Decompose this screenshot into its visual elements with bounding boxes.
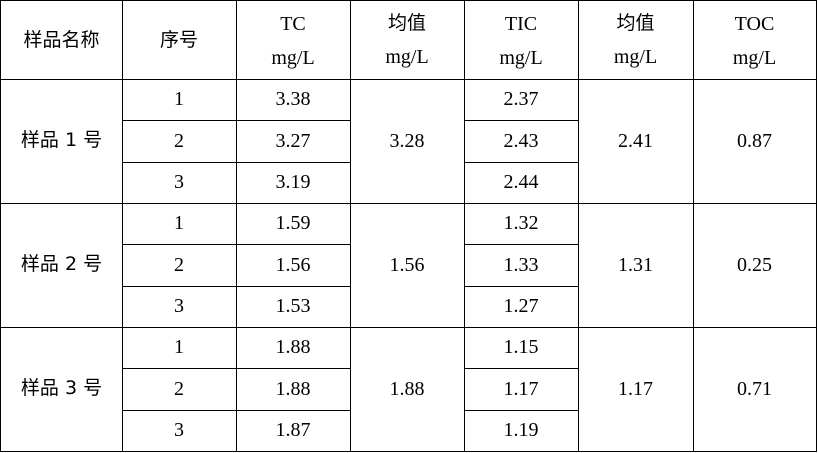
tc-cell: 3.27 (275, 129, 311, 152)
header-seq-label: 序号 (159, 29, 198, 52)
toc-cell: 0.87 (737, 129, 772, 152)
seq-cell: 3 (174, 295, 184, 317)
tic-cell: 1.33 (503, 253, 539, 276)
header-tic: TIC mg/L (464, 1, 578, 79)
tc-cell: 3.38 (275, 88, 311, 110)
tic-cell: 1.15 (503, 336, 539, 358)
tc-cell: 1.59 (275, 212, 311, 234)
tc-average-cell: 3.28 (389, 129, 425, 152)
seq-cell: 1 (174, 88, 184, 110)
header-toc: TOC mg/L (693, 1, 816, 79)
header-toc-label: TOC (734, 12, 775, 35)
tc-cell: 1.53 (275, 295, 311, 317)
seq-cell: 3 (174, 419, 184, 441)
seq-cell: 1 (174, 336, 184, 358)
seq-cell: 2 (174, 253, 184, 276)
tic-cell: 1.32 (503, 212, 539, 234)
toc-cell: 0.71 (737, 377, 772, 400)
header-tc-label: TC (280, 12, 306, 35)
tic-cell: 2.44 (503, 171, 539, 193)
tc-cell: 3.19 (275, 171, 311, 193)
sample-name-cell: 样品 3 号 (20, 377, 103, 400)
tic-average-cell: 1.31 (618, 253, 653, 276)
tc-cell: 1.87 (275, 419, 311, 441)
toc-cell: 0.25 (737, 253, 772, 276)
header-tc-average-label: 均值 (387, 11, 426, 34)
header-tc-average-unit: mg/L (385, 46, 429, 69)
tic-cell: 1.17 (503, 377, 539, 400)
header-tic-label: TIC (504, 12, 538, 35)
header-tc: TC mg/L (236, 1, 350, 79)
header-seq: 序号 (122, 1, 236, 79)
header-toc-unit: mg/L (732, 46, 777, 69)
tc-cell: 1.56 (275, 253, 311, 276)
sample-name-cell: 样品 2 号 (20, 253, 103, 276)
header-tic-unit: mg/L (499, 46, 543, 69)
header-tc-average: 均值 mg/L (350, 1, 464, 79)
seq-cell: 2 (174, 129, 184, 152)
sample-name-cell: 样品 1 号 (20, 129, 103, 152)
tic-cell: 2.43 (503, 129, 539, 152)
header-tc-unit: mg/L (271, 46, 315, 69)
header-tic-average-unit: mg/L (613, 46, 658, 69)
tic-cell: 1.19 (503, 419, 539, 441)
tc-cell: 1.88 (275, 377, 311, 400)
tc-average-cell: 1.88 (389, 377, 425, 400)
tc-average-cell: 1.56 (389, 253, 425, 276)
header-sample-name: 样品名称 (1, 1, 122, 79)
tic-average-cell: 1.17 (618, 377, 653, 400)
tic-cell: 2.37 (503, 88, 539, 110)
header-sample-name-label: 样品名称 (23, 29, 100, 52)
header-tic-average-label: 均值 (616, 11, 655, 34)
tic-cell: 1.27 (503, 295, 539, 317)
tc-cell: 1.88 (275, 336, 311, 358)
seq-cell: 3 (174, 171, 184, 193)
seq-cell: 1 (174, 212, 184, 234)
header-tic-average: 均值 mg/L (578, 1, 693, 79)
tic-average-cell: 2.41 (618, 129, 653, 152)
seq-cell: 2 (174, 377, 184, 400)
